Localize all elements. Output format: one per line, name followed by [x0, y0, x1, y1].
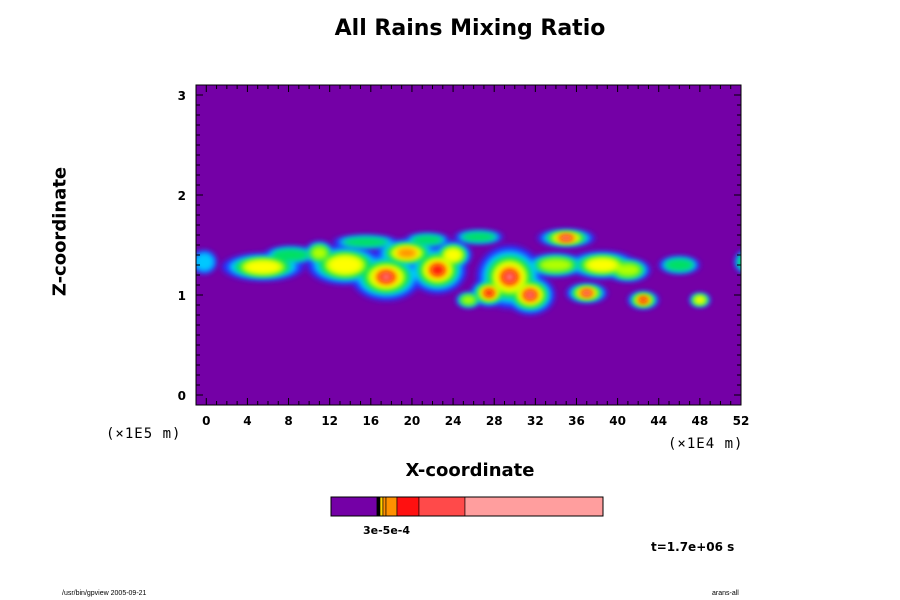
- y-tick-label: 2: [178, 189, 186, 203]
- rain-cell: [694, 296, 706, 304]
- x-tick-label: 40: [609, 414, 626, 428]
- y-tick-label: 0: [178, 389, 186, 403]
- chart-title: All Rains Mixing Ratio: [334, 16, 606, 41]
- rain-cell: [343, 237, 389, 247]
- x-tick-label: 4: [243, 414, 251, 428]
- colorbar-segment: [330, 496, 378, 517]
- rain-cell: [381, 273, 391, 281]
- footer-right: arans-all: [712, 590, 739, 597]
- rain-cell: [615, 263, 641, 277]
- x-tick-label: 12: [321, 414, 338, 428]
- x-tick-label: 16: [362, 414, 379, 428]
- colorbar-segment: [382, 496, 387, 517]
- x-tick-label: 28: [486, 414, 503, 428]
- colorbar-segment: [376, 496, 381, 517]
- time-stamp: t=1.7e+06 s: [651, 540, 735, 554]
- rain-cell: [583, 290, 591, 296]
- rain-cell: [587, 258, 618, 272]
- x-tick-label: 20: [404, 414, 421, 428]
- x-axis-unit: (×1E4 m): [668, 436, 744, 452]
- colorbar-segment: [396, 496, 420, 517]
- x-tick-label: 44: [650, 414, 667, 428]
- rain-cell: [461, 232, 496, 242]
- rain-cell: [562, 236, 571, 240]
- x-tick-label: 24: [445, 414, 462, 428]
- x-axis-ticks: 0 4 8 12 16 20 24 28 32 36 40 44 48 52: [202, 85, 749, 428]
- rain-cell: [505, 273, 514, 281]
- rain-cell: [461, 295, 476, 305]
- rain-cell: [538, 258, 573, 272]
- x-tick-label: 0: [202, 414, 210, 428]
- rain-cell: [526, 292, 534, 298]
- plot-area: [196, 85, 741, 405]
- y-axis-ticks: 0 1 2 3: [178, 84, 741, 403]
- rain-cell: [245, 260, 281, 274]
- y-axis-unit: (×1E5 m): [106, 426, 182, 442]
- rain-cell: [328, 256, 362, 274]
- colorbar: [330, 496, 604, 517]
- colorbar-segment: [385, 496, 398, 517]
- rain-cell: [411, 235, 443, 245]
- rain-regions: [196, 229, 741, 315]
- colorbar-border: [330, 496, 604, 517]
- x-tick-label: 36: [568, 414, 585, 428]
- x-tick-label: 8: [284, 414, 292, 428]
- rain-cell: [484, 289, 494, 297]
- colorbar-segment: [418, 496, 466, 517]
- x-tick-label: 32: [527, 414, 544, 428]
- x-tick-label: 52: [733, 414, 750, 428]
- y-tick-label: 3: [178, 89, 186, 103]
- x-axis-label: X-coordinate: [405, 460, 535, 481]
- x-tick-label: 48: [692, 414, 709, 428]
- colorbar-segment: [379, 496, 384, 517]
- colorbar-segment: [464, 496, 604, 517]
- rain-cell: [310, 246, 328, 260]
- colorbar-label: 3e-5e-4: [363, 524, 411, 537]
- rain-cell: [397, 248, 417, 258]
- rain-cell: [738, 255, 741, 269]
- rain-cell: [196, 252, 215, 272]
- rain-cell: [444, 248, 462, 262]
- y-axis-label: Z-coordinate: [49, 166, 71, 297]
- footer-left: /usr/bin/gpview 2005-09-21: [62, 590, 147, 597]
- rain-cell: [639, 297, 648, 303]
- rain-layer: [381, 236, 591, 298]
- rain-cell: [272, 248, 309, 262]
- y-tick-label: 1: [178, 289, 186, 303]
- rain-cell: [431, 264, 444, 276]
- rain-cell: [665, 258, 694, 272]
